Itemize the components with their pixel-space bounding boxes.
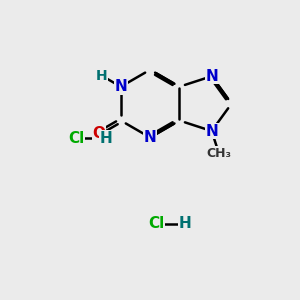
Text: N: N	[205, 69, 218, 84]
Text: N: N	[114, 79, 127, 94]
Text: H: H	[96, 69, 107, 83]
Text: H: H	[179, 216, 192, 231]
Text: Cl: Cl	[148, 216, 164, 231]
Text: H: H	[100, 131, 112, 146]
Text: Cl: Cl	[68, 131, 85, 146]
Text: CH₃: CH₃	[206, 147, 231, 160]
Text: N: N	[205, 124, 218, 139]
Text: O: O	[93, 126, 106, 141]
Text: N: N	[144, 130, 157, 145]
